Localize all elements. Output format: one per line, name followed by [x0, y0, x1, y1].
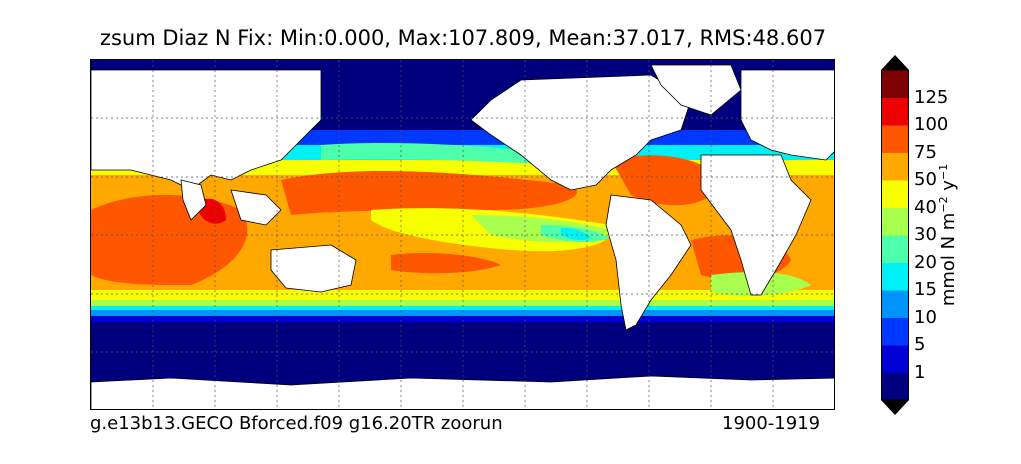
- colorbar-swatch: [881, 345, 909, 373]
- colorbar-tick-label: 50: [914, 169, 937, 190]
- colorbar-tick-label: 20: [914, 251, 937, 273]
- land-masses: [91, 64, 834, 409]
- colorbar-tick-label: 30: [914, 224, 937, 245]
- band-south-blue: [91, 310, 834, 318]
- band-south-green: [91, 300, 834, 310]
- south-pacific-patch: [391, 253, 501, 274]
- north-america: [470, 74, 692, 191]
- colorbar-swatch: [881, 317, 909, 346]
- colorbar: [881, 55, 909, 415]
- years-label: 1900-1919: [722, 413, 821, 434]
- colorbar-swatch: [881, 262, 909, 291]
- north-pacific-cyan: [321, 143, 561, 165]
- colorbar-label-mid: y: [938, 180, 959, 191]
- australia: [270, 244, 357, 293]
- colorbar-tick-label: 75: [914, 141, 937, 163]
- asia-west: [91, 69, 322, 191]
- south-america: [605, 194, 692, 331]
- band-south-cyan: [91, 306, 834, 312]
- colorbar-swatch: [881, 152, 909, 181]
- colorbar-tick-label: 40: [914, 196, 937, 218]
- colorbar-label: mmol N m−2 y−1: [937, 164, 959, 306]
- colorbar-tick-label: 125: [914, 86, 949, 108]
- colorbar-extend-max: [881, 55, 909, 70]
- southeast-asia: [230, 189, 282, 226]
- colorbar-label-exp2: −1: [937, 163, 950, 181]
- africa: [700, 154, 812, 296]
- pacific-north-patch: [281, 170, 578, 215]
- india: [180, 179, 207, 221]
- colorbar-tick-label: 1: [914, 361, 926, 383]
- atlantic-north-patch: [611, 155, 721, 206]
- europe-asia: [740, 69, 834, 161]
- colorbar-tick-label: 5: [914, 334, 926, 355]
- colorbar-swatch: [881, 207, 909, 236]
- colorbar-label-unit: mmol N m: [938, 212, 959, 307]
- run-label: g.e13b13.GECO Bforced.f09 g16.20TR zooru…: [90, 413, 503, 434]
- plot-title: zsum Diaz N Fix: Min:0.000, Max:107.809,…: [99, 26, 827, 50]
- peru-upwelling: [561, 228, 591, 241]
- colorbar-tick-label: 15: [914, 279, 937, 300]
- colorbar-svg: [881, 55, 909, 415]
- band-south-dark: [91, 316, 834, 324]
- colorbar-swatch: [881, 97, 909, 126]
- colorbar-swatch: [881, 290, 909, 318]
- map-panel: [90, 59, 835, 410]
- colorbar-swatch: [881, 180, 909, 208]
- colorbar-tick-label: 10: [914, 306, 937, 328]
- colorbar-swatch: [881, 70, 909, 98]
- colorbar-swatch: [881, 125, 909, 153]
- ocean-field-map: [91, 60, 834, 409]
- map-grid: [91, 60, 834, 409]
- colorbar-swatch: [881, 372, 909, 401]
- colorbar-frame: [881, 69, 909, 401]
- colorbar-tick-label: 100: [914, 114, 949, 135]
- colorbar-extend-min: [881, 400, 909, 415]
- colorbar-swatch: [881, 235, 909, 263]
- colorbar-label-exp1: −2: [937, 196, 950, 213]
